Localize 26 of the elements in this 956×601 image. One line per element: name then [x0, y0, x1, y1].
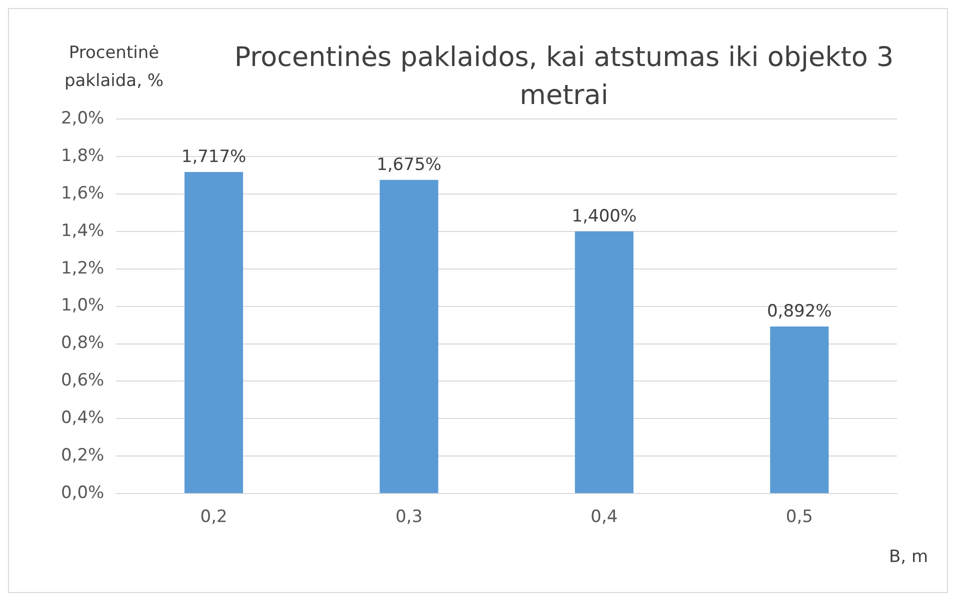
- data-label: 1,400%: [572, 206, 637, 226]
- x-tick-label: 0,4: [590, 507, 618, 528]
- y-tick-label: 1,6%: [60, 183, 104, 204]
- y-tick-label: 0,8%: [60, 333, 104, 354]
- y-tick-label: 0,6%: [60, 370, 104, 391]
- chart-title: Procentinės paklaidos, kai atstumas iki objekto 3 metrai: [233, 41, 895, 113]
- y-tick-label: 1,4%: [60, 220, 104, 241]
- y-tick-label: 2,0%: [60, 108, 104, 128]
- y-tick-label: 1,2%: [60, 258, 104, 278]
- bar: [574, 231, 634, 494]
- y-tick-label: 0,4%: [60, 408, 104, 428]
- y-tick-label: 1,8%: [60, 146, 104, 166]
- bar: [380, 180, 438, 494]
- y-tick-label: 0,2%: [60, 446, 104, 466]
- data-label: 1,717%: [181, 146, 246, 167]
- x-tick-label: 0,2: [200, 507, 228, 528]
- y-tick-label: 0,0%: [60, 483, 104, 504]
- y-axis-title: Procentinė paklaida, %: [63, 42, 165, 93]
- bar: [184, 172, 244, 494]
- x-tick-label: 0,3: [395, 507, 423, 528]
- y-tick-label: 1,0%: [60, 296, 104, 316]
- data-label: 0,892%: [766, 301, 832, 322]
- x-tick-label: 0,5: [786, 507, 813, 528]
- data-label: 1,675%: [376, 154, 442, 175]
- x-axis-title: B, m: [889, 547, 928, 567]
- bar: [770, 326, 829, 494]
